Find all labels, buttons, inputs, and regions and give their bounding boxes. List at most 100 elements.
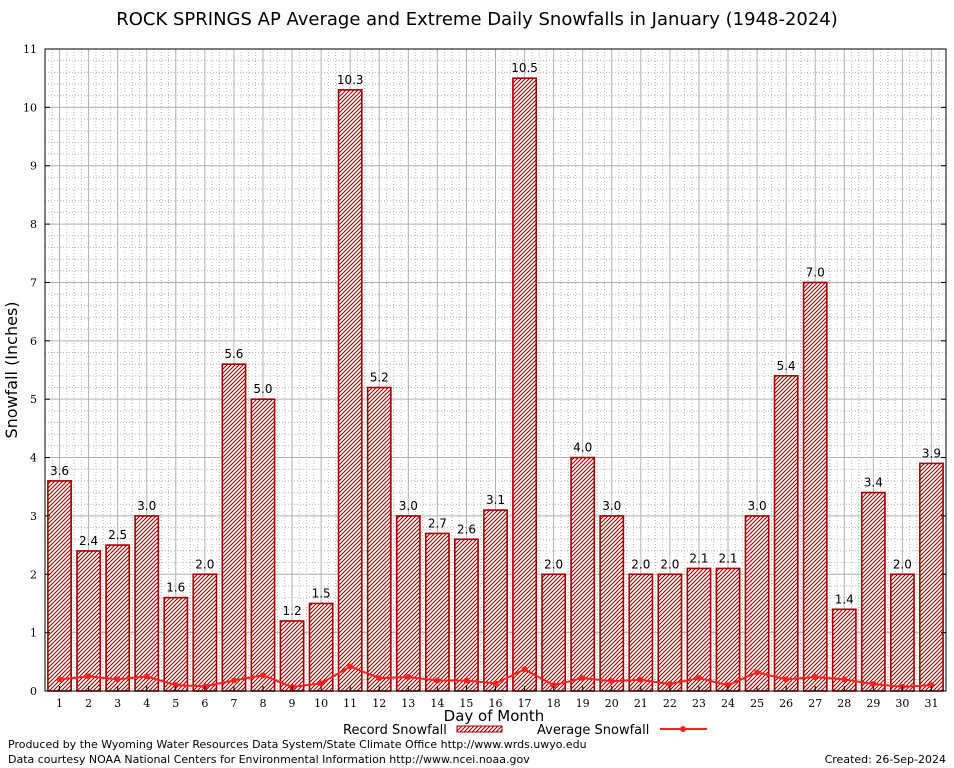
bar-value-label: 1.6 xyxy=(166,581,185,595)
record-bar xyxy=(366,386,392,692)
bar-value-label: 1.4 xyxy=(835,592,854,606)
average-point xyxy=(783,676,790,683)
x-tick-label: 25 xyxy=(750,697,764,710)
x-tick-label: 15 xyxy=(459,697,473,710)
footer-created: Created: 26-Sep-2024 xyxy=(824,753,946,766)
record-bar xyxy=(76,550,102,692)
bar-value-label: 2.5 xyxy=(108,528,127,542)
x-tick-label: 2 xyxy=(85,697,92,710)
y-tick-label: 4 xyxy=(30,452,37,465)
x-tick-label: 18 xyxy=(547,697,561,710)
average-point xyxy=(172,682,179,689)
x-tick-label: 26 xyxy=(779,697,793,710)
x-tick-label: 14 xyxy=(430,697,444,710)
record-bar xyxy=(860,491,886,692)
average-point xyxy=(143,673,150,680)
average-point xyxy=(85,673,92,680)
record-bar xyxy=(919,462,944,692)
bar-value-label: 3.0 xyxy=(399,499,418,513)
bar-value-label: 2.1 xyxy=(689,551,708,565)
bar-value-label: 3.0 xyxy=(602,499,621,513)
record-bar xyxy=(715,567,741,692)
average-point xyxy=(637,676,644,683)
record-bar xyxy=(657,573,683,692)
x-tick-label: 16 xyxy=(489,697,503,710)
average-point xyxy=(579,675,586,682)
bar-value-label: 3.9 xyxy=(922,446,941,460)
x-tick-label: 1 xyxy=(56,697,63,710)
average-point xyxy=(695,675,702,682)
record-bar xyxy=(889,573,915,692)
y-tick-label: 1 xyxy=(30,627,37,640)
average-point xyxy=(347,663,354,670)
y-tick-label: 8 xyxy=(30,218,37,231)
average-point xyxy=(463,677,470,684)
x-tick-label: 6 xyxy=(201,697,208,710)
record-bar xyxy=(628,573,654,692)
record-bar xyxy=(483,509,508,692)
bar-value-label: 2.4 xyxy=(79,534,98,548)
bar-value-label: 3.6 xyxy=(50,464,69,478)
legend: Record Snowfall Average Snowfall xyxy=(343,723,707,738)
record-bar xyxy=(192,573,218,692)
x-tick-label: 17 xyxy=(518,697,532,710)
average-point xyxy=(841,676,848,683)
bar-value-label: 1.5 xyxy=(312,586,331,600)
x-tick-label: 7 xyxy=(230,697,237,710)
average-point xyxy=(754,669,761,676)
record-bar xyxy=(105,544,131,692)
y-tick-label: 5 xyxy=(30,393,37,406)
bar-value-label: 3.0 xyxy=(748,499,767,513)
y-tick-label: 9 xyxy=(30,160,37,173)
bar-value-label: 2.0 xyxy=(195,557,214,571)
y-axis-label: Snowfall (Inches) xyxy=(2,301,21,438)
x-tick-label: 5 xyxy=(172,697,179,710)
y-tick-label: 10 xyxy=(23,101,37,114)
bar-value-label: 2.0 xyxy=(893,557,912,571)
x-tick-label: 4 xyxy=(143,697,150,710)
average-point xyxy=(56,676,63,683)
footer-source: Data courtesy NOAA National Centers for … xyxy=(8,753,530,766)
bar-value-label: 5.0 xyxy=(253,382,272,396)
bar-value-label: 2.6 xyxy=(457,522,476,536)
average-point xyxy=(812,673,819,680)
x-tick-label: 12 xyxy=(372,697,386,710)
record-bar xyxy=(773,375,799,692)
bar-value-label: 5.6 xyxy=(224,347,243,361)
average-point xyxy=(928,682,935,689)
record-bar xyxy=(47,480,72,692)
legend-label-record: Record Snowfall xyxy=(343,723,447,738)
x-tick-label: 28 xyxy=(837,697,851,710)
average-point xyxy=(870,680,877,687)
average-point xyxy=(230,677,237,684)
bar-value-label: 2.1 xyxy=(718,551,737,565)
average-point xyxy=(405,673,412,680)
x-tick-label: 10 xyxy=(314,697,328,710)
legend-label-average: Average Snowfall xyxy=(537,723,649,738)
x-tick-label: 24 xyxy=(721,697,735,710)
average-point xyxy=(725,682,732,689)
legend-swatch-record xyxy=(456,725,503,733)
record-bar xyxy=(744,515,770,692)
record-bar xyxy=(541,573,567,692)
legend-marker-average xyxy=(680,726,686,732)
bar-value-label: 10.5 xyxy=(511,61,538,75)
record-bar xyxy=(802,281,828,692)
average-point xyxy=(521,666,528,673)
average-point xyxy=(492,680,499,687)
x-tick-label: 31 xyxy=(924,697,938,710)
y-tick-label: 7 xyxy=(30,276,37,289)
average-point xyxy=(550,682,557,689)
x-tick-label: 21 xyxy=(634,697,648,710)
x-tick-label: 19 xyxy=(576,697,590,710)
average-point xyxy=(666,680,673,687)
bar-value-label: 10.3 xyxy=(337,73,364,87)
bar-value-label: 2.0 xyxy=(544,557,563,571)
record-bar xyxy=(163,596,189,692)
record-bar xyxy=(686,567,712,692)
record-bar xyxy=(134,515,160,692)
x-tick-label: 23 xyxy=(692,697,706,710)
x-tick-label: 13 xyxy=(401,697,415,710)
record-bar xyxy=(424,532,450,692)
